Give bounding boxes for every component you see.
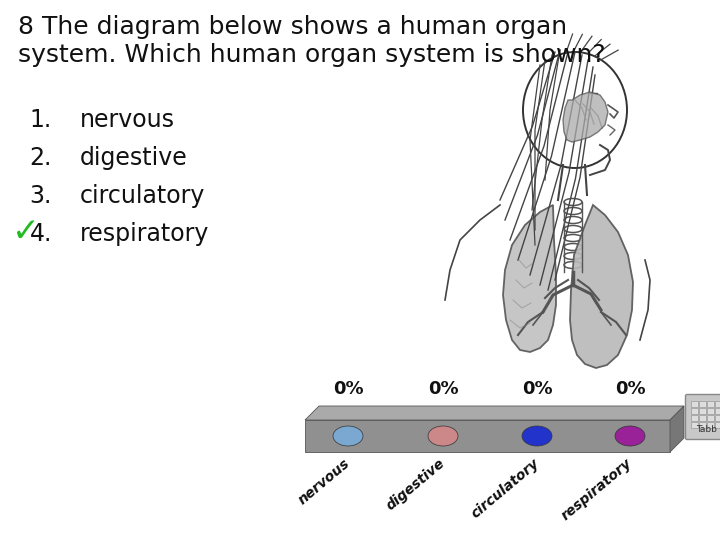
Ellipse shape [564,207,582,214]
Text: circulatory: circulatory [80,184,205,208]
Text: 0%: 0% [333,380,364,398]
Ellipse shape [564,253,582,260]
Ellipse shape [522,426,552,446]
Text: system. Which human organ system is shown?: system. Which human organ system is show… [18,43,606,67]
FancyBboxPatch shape [685,395,720,440]
Ellipse shape [564,226,582,233]
Text: digestive: digestive [384,456,448,513]
Text: 0%: 0% [522,380,552,398]
Text: 0%: 0% [428,380,459,398]
Bar [699,422,706,428]
Bar [699,415,706,421]
Text: nervous: nervous [296,456,353,507]
Text: 2.: 2. [30,146,52,170]
Text: respiratory: respiratory [559,456,635,523]
Bar [707,408,714,414]
Text: circulatory: circulatory [469,456,542,521]
Text: 1.: 1. [30,108,52,132]
Text: Tabb: Tabb [696,425,717,434]
Bar [707,415,714,421]
Bar [691,415,698,421]
Polygon shape [670,406,684,452]
Ellipse shape [564,234,582,241]
Ellipse shape [564,217,582,224]
Text: respiratory: respiratory [80,222,210,246]
Ellipse shape [615,426,645,446]
Text: 8 The diagram below shows a human organ: 8 The diagram below shows a human organ [18,15,567,39]
Bar [699,401,706,407]
Polygon shape [570,205,633,368]
Bar [707,401,714,407]
Bar [691,401,698,407]
Bar [715,422,720,428]
Text: 4.: 4. [30,222,52,246]
Ellipse shape [564,244,582,251]
Polygon shape [563,92,608,142]
Polygon shape [305,406,684,420]
Bar [691,408,698,414]
Bar [707,422,714,428]
Bar [715,415,720,421]
Ellipse shape [564,199,582,206]
Text: ✓: ✓ [12,215,40,248]
Text: 3.: 3. [30,184,52,208]
Polygon shape [503,205,556,352]
Ellipse shape [428,426,458,446]
Ellipse shape [564,261,582,268]
Bar [715,401,720,407]
Bar [699,408,706,414]
Ellipse shape [333,426,363,446]
Bar [715,408,720,414]
Text: 0%: 0% [615,380,645,398]
Bar [691,422,698,428]
Text: nervous: nervous [80,108,175,132]
Bar [305,420,670,452]
Text: digestive: digestive [80,146,188,170]
